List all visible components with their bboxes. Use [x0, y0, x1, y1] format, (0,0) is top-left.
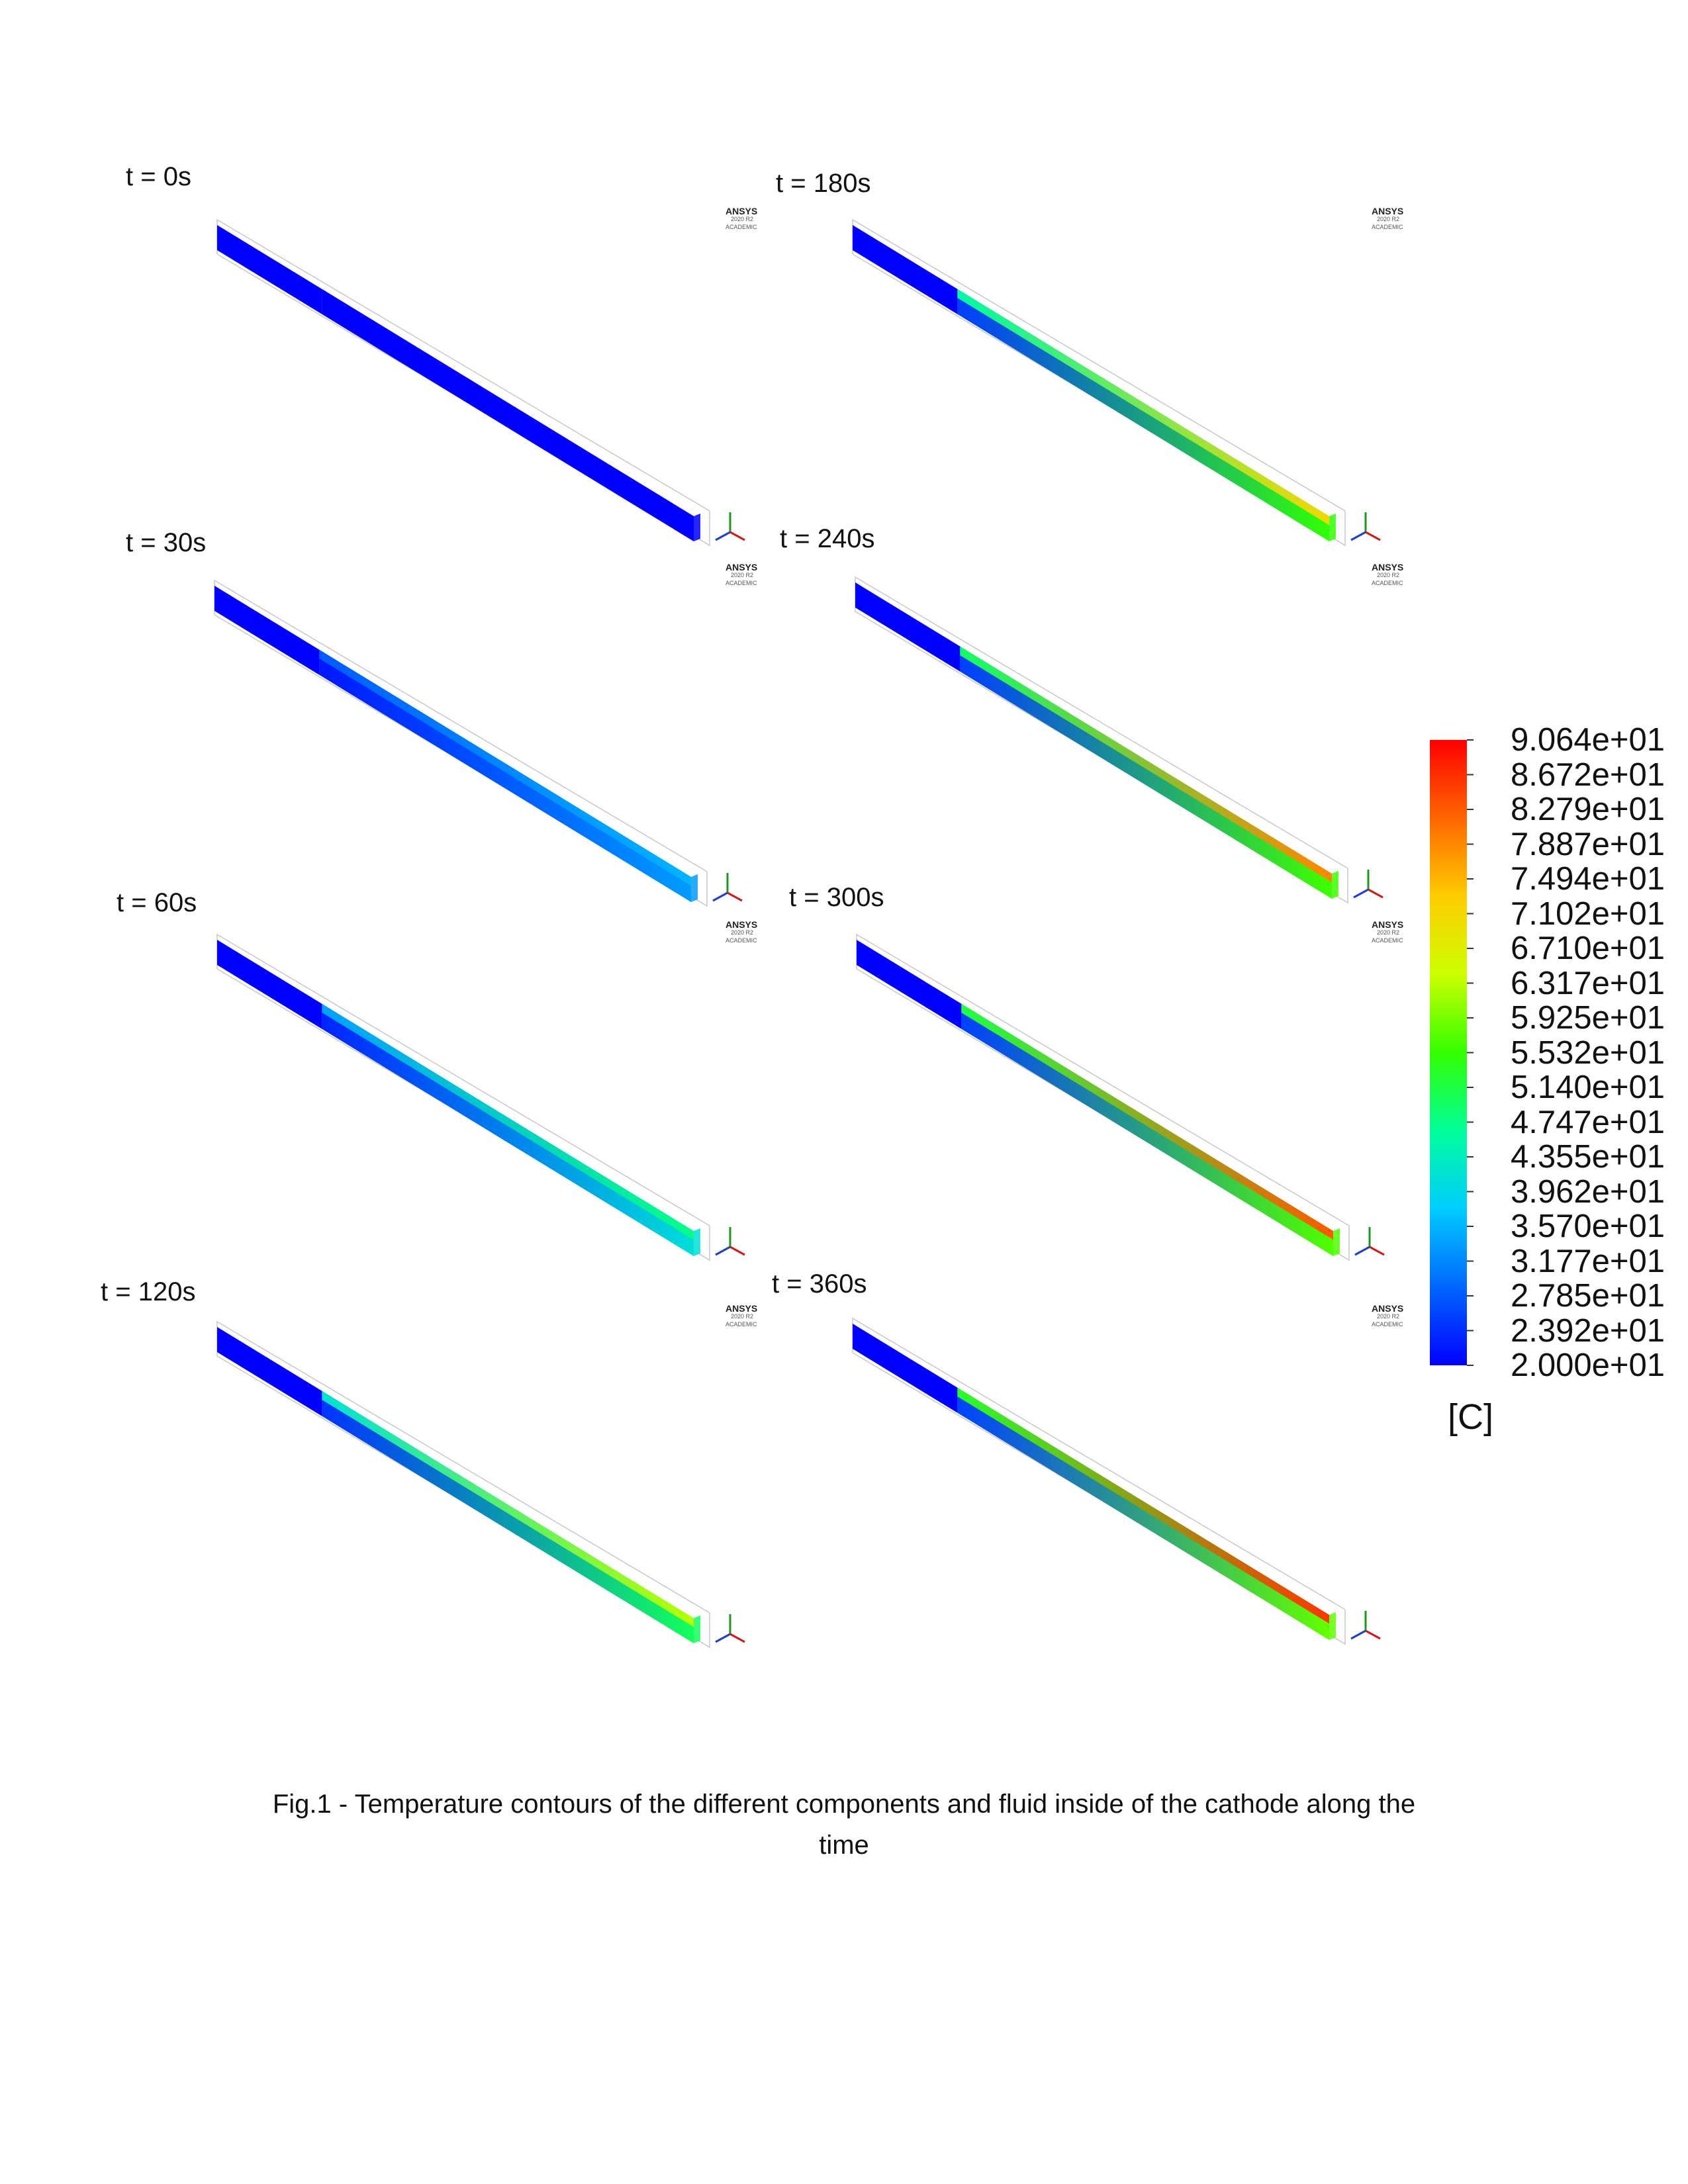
contour-panel	[214, 579, 743, 907]
colorbar-label: 9.064e+01	[1511, 722, 1665, 758]
ansys-logo-edition: ACADEMIC	[1372, 937, 1403, 944]
colorbar-label: 7.887e+01	[1511, 826, 1665, 862]
ansys-logo-edition: ACADEMIC	[726, 937, 757, 944]
ansys-logo-edition: ACADEMIC	[726, 580, 757, 586]
inlet-region	[214, 586, 320, 675]
inlet-region	[853, 225, 958, 314]
ansys-logo-version: 2020 R2	[1377, 572, 1400, 578]
contour-panel	[216, 933, 745, 1261]
colorbar-label: 6.710e+01	[1511, 931, 1665, 966]
colorbar-label: 7.494e+01	[1511, 861, 1665, 897]
channel-upper-region	[319, 649, 691, 886]
caption-line-1: Fig.1 - Temperature contours of the diff…	[272, 1790, 1416, 1819]
ansys-logo-name: ANSYS	[726, 919, 758, 930]
colorbar-unit: [C]	[1448, 1397, 1494, 1437]
contour-panel	[855, 576, 1383, 904]
panel-label-t120: t = 120s	[101, 1277, 196, 1306]
channel-upper-region	[961, 1003, 1333, 1240]
panel-label-t180: t = 180s	[776, 169, 871, 198]
ansys-logo-version: 2020 R2	[731, 572, 754, 578]
channel-upper-region	[322, 289, 694, 525]
ansys-logo-version: 2020 R2	[731, 1313, 754, 1320]
inlet-region	[855, 582, 961, 672]
ansys-logo-name: ANSYS	[1372, 206, 1404, 216]
outlet-face	[691, 874, 698, 902]
axis-triad-icon	[1353, 870, 1383, 899]
colorbar-label: 7.102e+01	[1511, 895, 1665, 932]
colorbar	[1430, 739, 1474, 1366]
ansys-logo-name: ANSYS	[726, 206, 758, 216]
ansys-logo-name: ANSYS	[1372, 1303, 1404, 1314]
ansys-logo-edition: ACADEMIC	[1372, 224, 1403, 230]
colorbar-label: 3.962e+01	[1511, 1173, 1665, 1210]
outlet-face	[694, 1615, 700, 1643]
colorbar-label: 2.000e+01	[1511, 1347, 1665, 1383]
colorbar-label: 4.355e+01	[1511, 1139, 1665, 1175]
outlet-face	[694, 514, 700, 541]
caption-line-2: time	[819, 1831, 869, 1860]
inlet-region	[217, 940, 322, 1029]
inlet-region	[217, 225, 322, 314]
contour-panel	[216, 218, 745, 547]
axis-triad-icon	[712, 873, 743, 902]
outlet-face	[1329, 1612, 1336, 1640]
outlet-face	[694, 1228, 700, 1256]
colorbar-gradient	[1430, 740, 1467, 1365]
channel-upper-region	[322, 1390, 694, 1627]
colorbar-label: 8.672e+01	[1511, 756, 1665, 793]
colorbar-label: 3.570e+01	[1511, 1208, 1665, 1244]
panel-label-t240: t = 240s	[780, 524, 875, 553]
ansys-logo-version: 2020 R2	[1377, 1313, 1400, 1320]
channel-upper-region	[957, 289, 1329, 525]
contour-panel	[856, 933, 1385, 1261]
colorbar-label: 3.177e+01	[1511, 1243, 1665, 1279]
colorbar-label: 6.317e+01	[1511, 965, 1665, 1001]
ansys-logo-version: 2020 R2	[731, 216, 754, 222]
panel-label-t0: t = 0s	[126, 162, 191, 191]
colorbar-label: 5.925e+01	[1511, 1000, 1665, 1036]
ansys-logo-name: ANSYS	[726, 1303, 758, 1314]
ansys-logo-edition: ACADEMIC	[1372, 1321, 1403, 1328]
outlet-face	[1333, 1228, 1340, 1256]
colorbar-label: 4.747e+01	[1511, 1104, 1665, 1140]
channel-upper-region	[957, 1387, 1329, 1624]
ansys-logo-name: ANSYS	[1372, 562, 1404, 572]
channel-upper-region	[322, 1003, 694, 1240]
ansys-logo-version: 2020 R2	[1377, 929, 1400, 936]
panel-label-t30: t = 30s	[126, 528, 207, 557]
colorbar-label: 5.532e+01	[1511, 1034, 1665, 1071]
axis-triad-icon	[715, 512, 745, 541]
axis-triad-icon	[715, 1227, 745, 1256]
colorbar-label: 2.785e+01	[1511, 1278, 1665, 1314]
outlet-face	[1332, 871, 1338, 899]
axis-triad-icon	[1354, 1227, 1385, 1256]
contour-panel	[852, 218, 1381, 547]
colorbar-label: 8.279e+01	[1511, 792, 1665, 827]
panel-label-t360: t = 360s	[772, 1269, 867, 1298]
colorbar-label: 2.392e+01	[1511, 1312, 1665, 1349]
axis-triad-icon	[715, 1614, 745, 1643]
inlet-region	[857, 940, 962, 1029]
axis-triad-icon	[1350, 1611, 1381, 1640]
panel-label-t300: t = 300s	[789, 883, 884, 912]
contour-panel	[216, 1320, 745, 1649]
ansys-logo-name: ANSYS	[726, 562, 758, 572]
channel-upper-region	[960, 646, 1332, 883]
inlet-region	[217, 1327, 322, 1416]
ansys-logo-edition: ACADEMIC	[1372, 580, 1403, 586]
ansys-logo-name: ANSYS	[1372, 919, 1404, 930]
ansys-logo-version: 2020 R2	[731, 929, 754, 936]
ansys-logo-edition: ACADEMIC	[726, 224, 757, 230]
ansys-logo-version: 2020 R2	[1377, 216, 1400, 222]
figure-caption: Fig.1 - Temperature contours of the diff…	[199, 1784, 1489, 1866]
ansys-logo-edition: ACADEMIC	[726, 1321, 757, 1328]
axis-triad-icon	[1350, 512, 1381, 541]
outlet-face	[1329, 514, 1336, 541]
contour-panel	[852, 1317, 1381, 1645]
inlet-region	[853, 1324, 958, 1413]
panel-label-t60: t = 60s	[117, 888, 197, 917]
colorbar-label: 5.140e+01	[1511, 1069, 1665, 1105]
